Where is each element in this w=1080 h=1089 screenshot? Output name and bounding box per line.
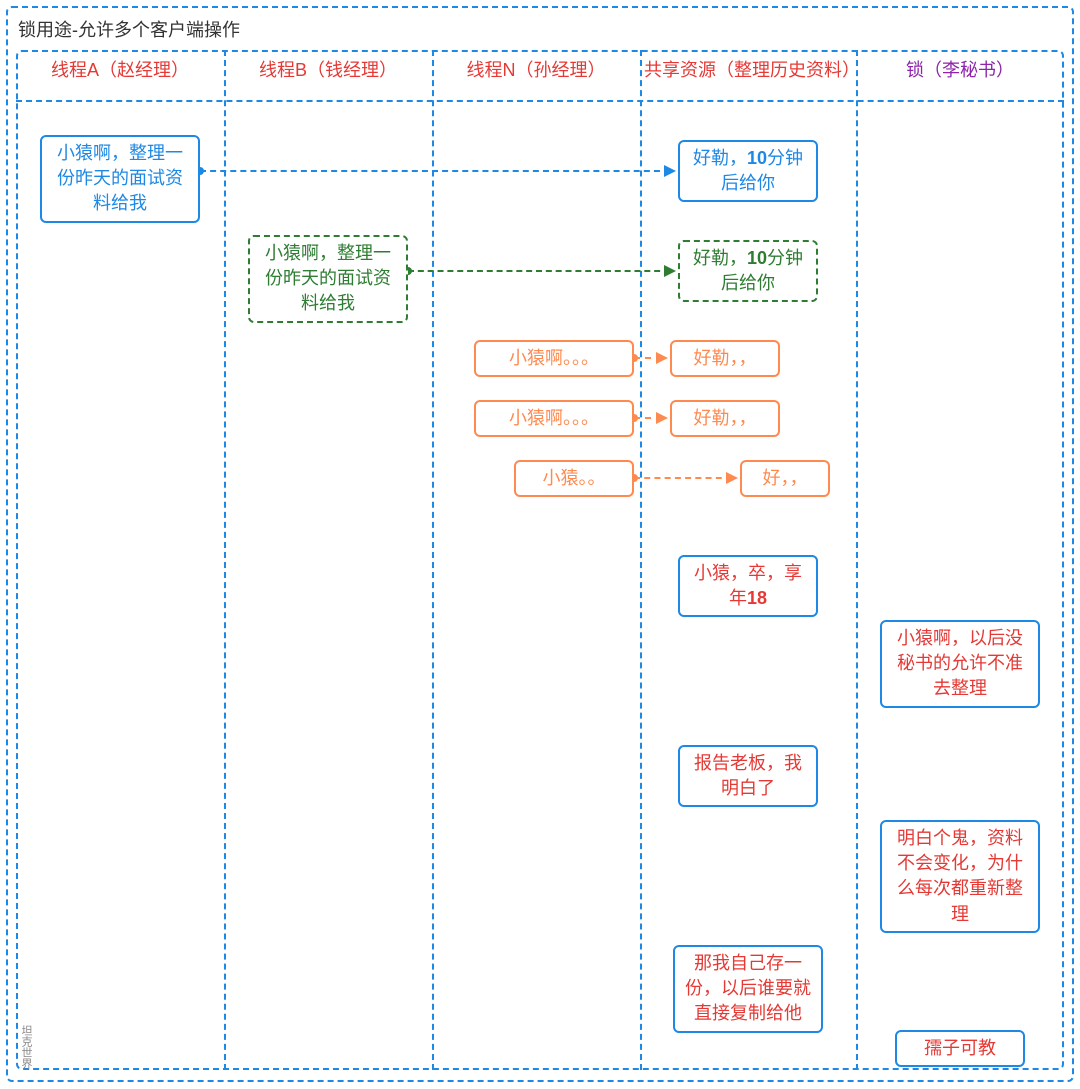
arrow xyxy=(408,270,670,272)
node-box: 小猿。。 xyxy=(514,460,634,497)
lane-divider xyxy=(224,50,226,1070)
lane-divider xyxy=(856,50,858,1070)
node-box: 小猿啊，整理一份昨天的面试资料给我 xyxy=(248,235,408,323)
arrow xyxy=(634,357,662,359)
node-box: 小猿啊。。。 xyxy=(474,400,634,437)
credit-label: 坦克世界 xyxy=(18,1025,34,1069)
arrow xyxy=(200,170,670,172)
lane-header: 线程B（钱经理） xyxy=(228,56,428,82)
node-box: 小猿，卒，享年18 xyxy=(678,555,818,617)
lane-header: 线程N（孙经理） xyxy=(436,56,636,82)
node-box: 好勒，10分钟后给你 xyxy=(678,240,818,302)
node-box: 那我自己存一份，以后谁要就直接复制给他 xyxy=(673,945,823,1033)
node-box: 好勒，， xyxy=(670,400,780,437)
node-box: 报告老板，我明白了 xyxy=(678,745,818,807)
node-box: 小猿啊，以后没秘书的允许不准去整理 xyxy=(880,620,1040,708)
lane-divider xyxy=(432,50,434,1070)
node-box: 小猿啊，整理一份昨天的面试资料给我 xyxy=(40,135,200,223)
arrow xyxy=(634,417,662,419)
lane-header: 共享资源（整理历史资料） xyxy=(644,56,852,82)
node-box: 明白个鬼，资料不会变化，为什么每次都重新整理 xyxy=(880,820,1040,933)
lane-header: 线程A（赵经理） xyxy=(20,56,220,82)
node-box: 好勒，， xyxy=(670,340,780,377)
node-box: 孺子可教 xyxy=(895,1030,1025,1067)
node-box: 好，， xyxy=(740,460,830,497)
arrow xyxy=(634,477,732,479)
lane-divider xyxy=(640,50,642,1070)
node-box: 好勒，10分钟后给你 xyxy=(678,140,818,202)
diagram-title: 锁用途-允许多个客户端操作 xyxy=(12,14,246,44)
header-divider xyxy=(16,100,1064,102)
node-box: 小猿啊。。。 xyxy=(474,340,634,377)
lane-header: 锁（李秘书） xyxy=(860,56,1060,82)
